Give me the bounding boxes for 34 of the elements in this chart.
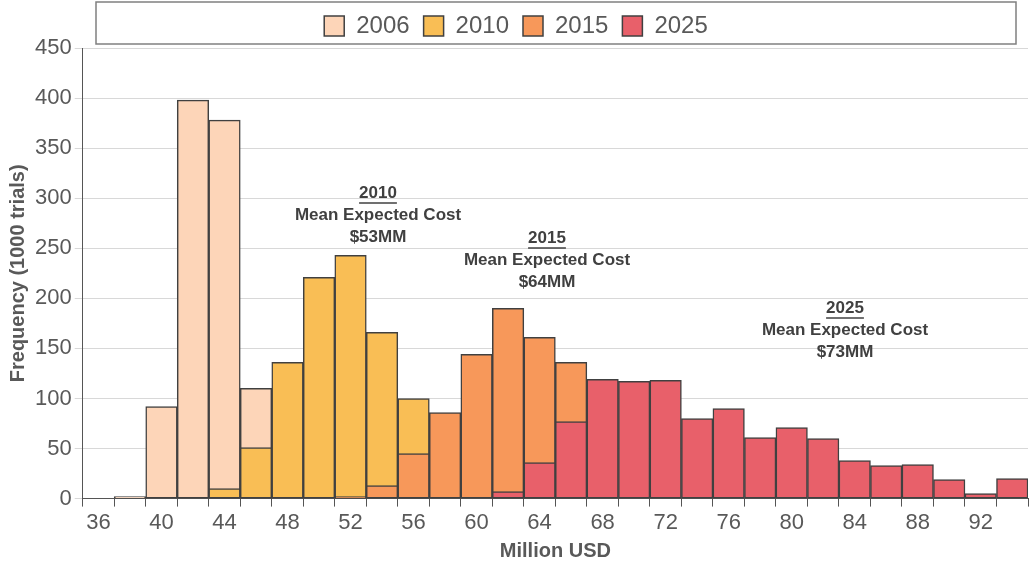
y-tick-label: 100: [34, 384, 72, 410]
x-tick-label: 64: [527, 508, 552, 534]
x-tick-label: 84: [842, 508, 867, 534]
legend-label: 2006: [356, 10, 410, 38]
x-tick-label: 88: [905, 508, 930, 534]
y-tick-label: 250: [34, 234, 72, 260]
y-tick-label: 200: [34, 284, 72, 310]
x-tick-label: 52: [338, 508, 363, 534]
annotation: 2010 Mean Expected Cost $53MM: [294, 183, 462, 247]
legend-label: 2010: [455, 10, 509, 38]
legend-label: 2015: [555, 10, 609, 38]
x-tick-label: 40: [149, 508, 174, 534]
y-tick-label: 150: [34, 334, 72, 360]
x-tick-label: 92: [968, 508, 993, 534]
x-tick-label: 48: [275, 508, 300, 534]
annotation: 2015 Mean Expected Cost $64MM: [463, 228, 631, 292]
y-axis-title: Frequency (1000 trials): [5, 164, 28, 383]
legend-label: 2025: [654, 10, 708, 38]
x-tick-label: 60: [464, 508, 489, 534]
x-tick-label: 80: [779, 508, 804, 534]
annotation: 2025 Mean Expected Cost $73MM: [761, 298, 929, 362]
x-tick-label: 56: [401, 508, 426, 534]
y-tick-label: 350: [34, 134, 72, 160]
y-tick-label: 0: [59, 484, 72, 510]
x-tick-label: 44: [212, 508, 237, 534]
y-tick-label: 400: [34, 84, 72, 110]
x-axis-title: Million USD: [499, 538, 611, 561]
x-tick-label: 68: [590, 508, 615, 534]
y-tick-label: 450: [34, 34, 72, 60]
y-tick-label: 300: [34, 184, 72, 210]
x-tick-label: 76: [716, 508, 741, 534]
y-tick-label: 50: [47, 434, 72, 460]
x-tick-label: 36: [86, 508, 111, 534]
x-tick-label: 72: [653, 508, 678, 534]
